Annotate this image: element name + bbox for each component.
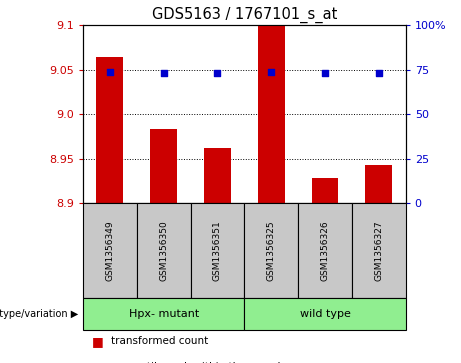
Bar <box>204 148 231 203</box>
Text: GSM1356350: GSM1356350 <box>159 220 168 281</box>
Text: transformed count: transformed count <box>111 336 208 346</box>
Bar <box>365 165 392 203</box>
Text: wild type: wild type <box>300 309 350 319</box>
Bar <box>258 25 284 203</box>
Text: GSM1356349: GSM1356349 <box>106 220 114 281</box>
Text: GSM1356327: GSM1356327 <box>374 220 383 281</box>
Title: GDS5163 / 1767101_s_at: GDS5163 / 1767101_s_at <box>152 7 337 23</box>
Text: percentile rank within the sample: percentile rank within the sample <box>111 362 287 363</box>
Text: ■: ■ <box>92 335 104 348</box>
Bar <box>312 178 338 203</box>
Point <box>160 70 167 76</box>
Point <box>267 69 275 74</box>
Bar <box>150 130 177 203</box>
Point <box>321 70 329 76</box>
Text: genotype/variation ▶: genotype/variation ▶ <box>0 309 78 319</box>
Point <box>375 70 383 76</box>
Text: GSM1356325: GSM1356325 <box>267 220 276 281</box>
Text: GSM1356351: GSM1356351 <box>213 220 222 281</box>
Text: GSM1356326: GSM1356326 <box>320 220 330 281</box>
Point <box>214 70 221 76</box>
Text: ■: ■ <box>92 360 104 363</box>
Bar <box>96 57 123 203</box>
Point <box>106 69 113 74</box>
Text: Hpx- mutant: Hpx- mutant <box>129 309 199 319</box>
